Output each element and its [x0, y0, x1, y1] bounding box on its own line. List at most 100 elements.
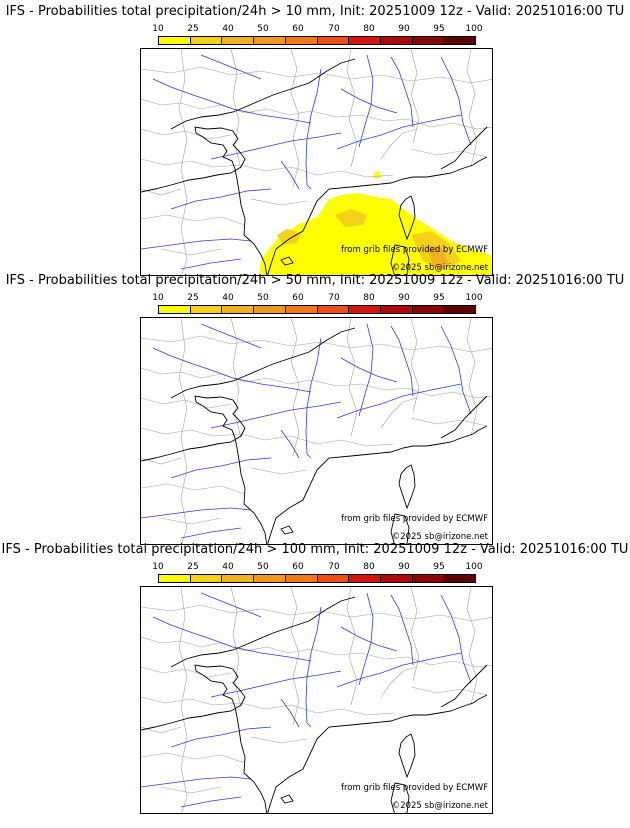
border-line — [141, 752, 246, 764]
rivers — [141, 592, 472, 808]
river-line — [305, 337, 322, 459]
river-line — [152, 78, 312, 124]
precip-region-light — [373, 171, 381, 179]
source-credit: from grib files provided by ECMWF — [341, 514, 488, 524]
coastline-path — [280, 256, 294, 266]
legend-color-swatch — [190, 306, 223, 313]
river-line — [336, 652, 462, 688]
border-line — [141, 66, 492, 84]
border-line — [141, 128, 232, 140]
border-line — [141, 158, 394, 178]
coastline-path — [267, 156, 488, 275]
precipitation-map: from grib files provided by ECMWF ©2025 … — [140, 586, 493, 814]
river-line — [305, 68, 322, 190]
border-line — [410, 49, 420, 144]
legend-tick-label: 60 — [292, 293, 304, 303]
river-line — [141, 507, 252, 519]
legend-color-swatch — [380, 575, 413, 582]
legend-color-swatch — [222, 37, 255, 44]
border-line — [380, 128, 418, 160]
coastline — [141, 596, 488, 813]
map-panel-100mm: IFS - Probabilities total precipitation/… — [0, 538, 630, 814]
river-line — [280, 698, 300, 728]
river-line — [280, 160, 300, 190]
source-credit: from grib files provided by ECMWF — [341, 783, 488, 793]
border-line — [141, 397, 232, 409]
legend-tick-label: 100 — [465, 24, 483, 34]
coastline-path — [390, 513, 410, 544]
legend-color-swatch — [444, 306, 476, 313]
river-line — [336, 114, 462, 150]
legend-color-swatch — [412, 575, 445, 582]
legend-color-swatch — [159, 306, 191, 313]
legend-tick-label: 90 — [398, 24, 410, 34]
legend-color-swatch — [159, 575, 191, 582]
border-line — [141, 188, 182, 196]
border-line — [141, 335, 492, 353]
legend-color-swatch — [254, 37, 286, 44]
legend-tick-label: 50 — [257, 293, 269, 303]
legend-tick-label: 40 — [222, 293, 234, 303]
rivers — [141, 54, 472, 270]
coastline-path — [267, 694, 488, 813]
legend-color-swatch — [159, 37, 191, 44]
river-line — [210, 132, 342, 160]
border-line — [410, 417, 488, 427]
river-line — [180, 527, 242, 539]
river-line — [336, 383, 462, 419]
coastline — [141, 58, 488, 275]
border-line — [466, 49, 478, 168]
border-line — [346, 318, 358, 437]
coastline-path — [440, 664, 488, 708]
panel-title: IFS - Probabilities total precipitation/… — [1, 542, 629, 557]
border-line — [178, 587, 188, 813]
river-line — [340, 626, 398, 652]
precipitation-map: from grib files provided by ECMWF ©2025 … — [140, 317, 493, 545]
border-line — [290, 587, 300, 726]
legend-color-swatch — [222, 306, 255, 313]
border-line — [160, 786, 222, 794]
river-line — [170, 188, 272, 210]
river-line — [152, 347, 312, 393]
border-line — [380, 397, 418, 429]
precipitation-map: from grib files provided by ECMWF ©2025 … — [140, 48, 493, 276]
river-line — [200, 54, 262, 80]
copyright-credit: ©2025 sb@irizone.net — [391, 263, 488, 273]
border-line — [466, 318, 478, 437]
border-line — [290, 318, 300, 457]
river-line — [340, 357, 398, 383]
river-line — [170, 457, 272, 479]
legend-tick-label: 40 — [222, 24, 234, 34]
river-line — [180, 258, 242, 270]
border-line — [141, 696, 394, 716]
border-line — [141, 666, 232, 678]
map-panel-50mm: IFS - Probabilities total precipitation/… — [0, 269, 630, 545]
river-line — [340, 88, 398, 114]
legend-color-swatch — [317, 37, 350, 44]
rivers — [141, 323, 472, 539]
legend-color-swatch — [412, 37, 445, 44]
river-line — [358, 323, 374, 417]
border-line — [346, 587, 358, 706]
legend-tick-label: 100 — [465, 562, 483, 572]
legend-tick-label: 40 — [222, 562, 234, 572]
coastline-path — [398, 733, 416, 779]
admin-borders — [141, 318, 492, 544]
coastline-path — [141, 664, 268, 813]
coastline-path — [267, 425, 488, 544]
border-line — [141, 367, 492, 399]
panel-title: IFS - Probabilities total precipitation/… — [5, 4, 625, 19]
legend-tick-label: 25 — [187, 562, 199, 572]
legend-tick-label: 90 — [398, 562, 410, 572]
legend-color-swatch — [412, 306, 445, 313]
legend-color-swatch — [444, 37, 476, 44]
border-line — [410, 318, 420, 413]
legend-tick-label: 10 — [152, 293, 164, 303]
legend-tick-label: 70 — [328, 293, 340, 303]
copyright-credit: ©2025 sb@irizone.net — [391, 801, 488, 811]
legend-tick-label: 95 — [433, 562, 445, 572]
border-line — [141, 214, 246, 226]
legend-tick-label: 50 — [257, 24, 269, 34]
border-line — [141, 604, 492, 622]
river-line — [200, 592, 262, 618]
